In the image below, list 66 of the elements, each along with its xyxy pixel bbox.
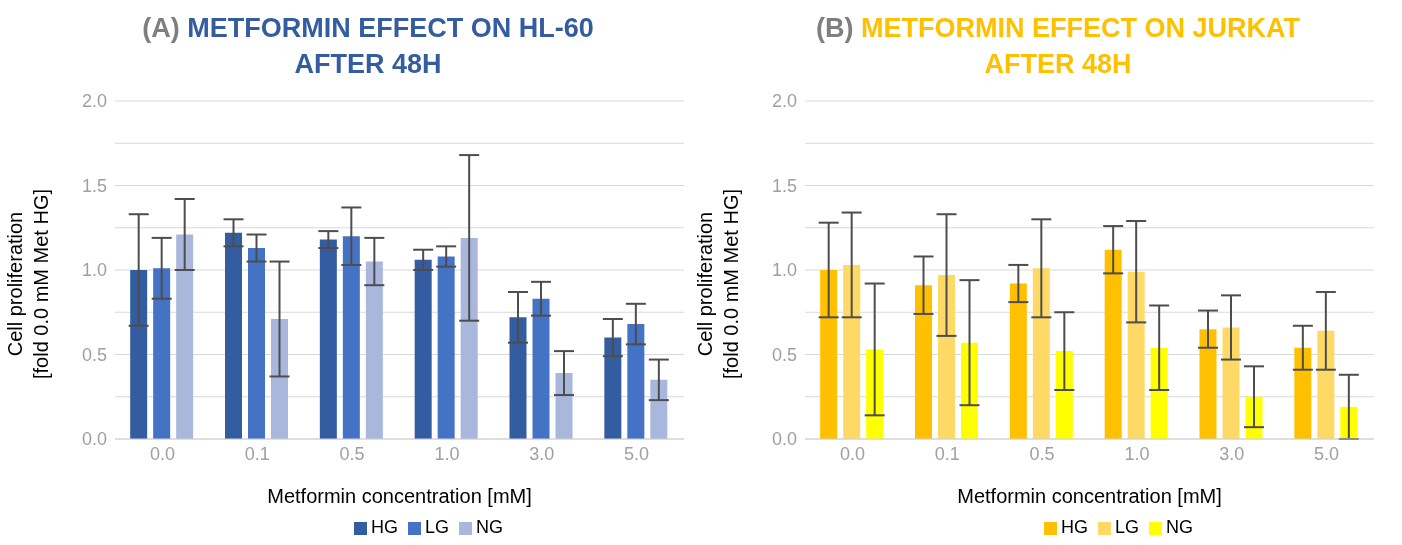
y-tick-label: 1.5 <box>81 175 107 196</box>
legend-label: LG <box>1114 517 1139 537</box>
bar <box>627 324 645 439</box>
x-tick-label: 1.0 <box>434 443 460 464</box>
bar <box>176 234 194 439</box>
bar <box>532 298 550 439</box>
y-tick-label: 0.5 <box>81 344 107 365</box>
y-tick-label: 0.0 <box>771 429 797 450</box>
bar <box>460 237 478 439</box>
bar <box>365 261 383 439</box>
chart-title: (B) METFORMIN EFFECT ON JURKAT AFTER 48H <box>816 13 1300 79</box>
bar <box>820 270 838 439</box>
bar <box>650 379 668 439</box>
x-tick-label: 3.0 <box>1219 443 1245 464</box>
x-tick-label: 0.0 <box>839 443 865 464</box>
bar <box>915 285 933 439</box>
x-tick-label: 0.1 <box>934 443 960 464</box>
bar <box>1199 329 1217 439</box>
bar <box>938 275 956 439</box>
x-tick-label: 3.0 <box>529 443 555 464</box>
x-tick-label: 5.0 <box>624 443 650 464</box>
x-axis-title: Metformin concentration [mM] <box>267 485 532 507</box>
x-tick-label: 0.1 <box>244 443 270 464</box>
bar <box>248 248 266 439</box>
x-tick-label: 0.5 <box>339 443 365 464</box>
bar <box>1294 347 1312 439</box>
bar <box>319 239 337 439</box>
bar <box>1009 283 1027 439</box>
y-tick-label: 1.0 <box>81 260 107 281</box>
y-tick-label: 2.0 <box>81 91 107 112</box>
bar <box>414 259 432 439</box>
y-tick-label: 0.0 <box>81 429 107 450</box>
y-tick-label: 1.0 <box>771 260 797 281</box>
bar <box>271 319 289 439</box>
y-tick-label: 0.5 <box>771 344 797 365</box>
bar <box>1150 347 1168 439</box>
bar <box>437 256 455 439</box>
x-tick-label: 0.5 <box>1029 443 1055 464</box>
x-tick-label: 1.0 <box>1124 443 1150 464</box>
legend-label: NG <box>1166 517 1193 537</box>
y-tick-label: 1.5 <box>771 175 797 196</box>
y-axis-title: Cell proliferation [fold 0.0 mM Met HG] <box>3 187 53 382</box>
bar <box>555 373 573 439</box>
bar <box>225 232 243 439</box>
legend-label: NG <box>476 517 503 537</box>
bar <box>1127 271 1145 439</box>
bar <box>843 264 861 439</box>
bar <box>342 236 360 439</box>
bar <box>1222 327 1240 439</box>
bar <box>1055 351 1073 439</box>
x-tick-label: 5.0 <box>1314 443 1340 464</box>
bar <box>1317 330 1335 439</box>
bar <box>130 270 148 439</box>
bar <box>509 317 527 439</box>
bar <box>1032 268 1050 439</box>
chart-title: (A) METFORMIN EFFECT ON HL-60 AFTER 48H <box>142 13 594 79</box>
bar <box>153 268 171 439</box>
legend-label: HG <box>370 517 398 537</box>
y-axis-title: Cell proliferation [fold 0.0 mM Met HG] <box>693 187 743 382</box>
x-tick-label: 0.0 <box>149 443 175 464</box>
x-axis-title: Metformin concentration [mM] <box>957 485 1222 507</box>
y-tick-label: 2.0 <box>771 91 797 112</box>
bar <box>604 337 622 439</box>
bar <box>1104 249 1122 439</box>
legend-label: HG <box>1060 517 1088 537</box>
legend-label: LG <box>424 517 449 537</box>
